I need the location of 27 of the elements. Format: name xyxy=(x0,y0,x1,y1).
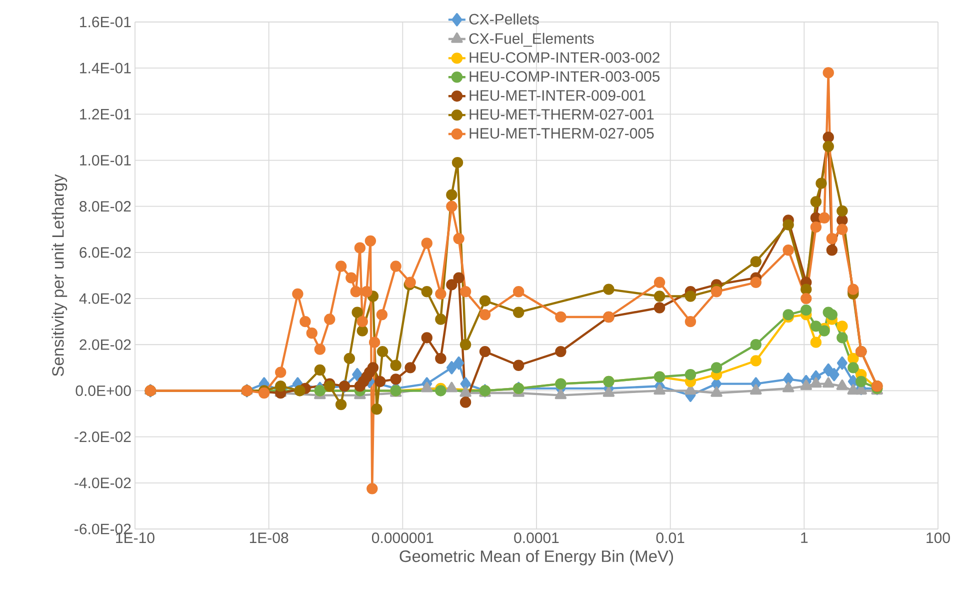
y-tick-label: -6.0E-02 xyxy=(74,524,131,534)
legend-label: HEU-COMP-INTER-003-002 xyxy=(470,52,660,63)
y-tick-label: 1.2E-01 xyxy=(80,108,131,120)
y-tick-label: 8.0E-02 xyxy=(80,201,131,212)
x-tick-label: 100 xyxy=(926,532,950,544)
y-axis-title: Sensitivity per unit Lethargy xyxy=(52,174,68,376)
legend-label: HEU-MET-THERM-027-001 xyxy=(470,109,654,120)
y-tick-label: 4.0E-02 xyxy=(79,293,131,304)
legend-label: HEU-MET-INTER-009-001 xyxy=(470,90,646,101)
x-tick-label: 0.01 xyxy=(656,532,684,544)
y-tick-label: 1.6E-01 xyxy=(80,16,131,28)
y-tick-label: -2.0E-02 xyxy=(74,432,131,442)
y-tick-label: 1.4E-01 xyxy=(80,62,131,74)
y-tick-label: 6.0E-02 xyxy=(80,247,131,258)
legend-label: CX-Pellets xyxy=(469,14,539,25)
y-tick-label: 0.0E+00 xyxy=(76,385,131,396)
x-tick-label: 1E-08 xyxy=(250,532,288,544)
legend-label: CX-Fuel_Elements xyxy=(469,32,594,47)
x-axis-title: Geometric Mean of Energy Bin (MeV) xyxy=(400,550,673,566)
x-tick-label: 0.0001 xyxy=(514,532,559,544)
y-tick-label: -4.0E-02 xyxy=(74,478,131,488)
legend-label: HEU-MET-THERM-027-005 xyxy=(470,128,654,139)
x-tick-label: 1 xyxy=(801,532,808,543)
x-tick-label: 0.000001 xyxy=(372,532,434,544)
y-tick-label: 2.0E-02 xyxy=(80,339,131,350)
y-tick-label: 1.0E-01 xyxy=(80,154,131,166)
legend-label: HEU-COMP-INTER-003-005 xyxy=(470,71,660,82)
